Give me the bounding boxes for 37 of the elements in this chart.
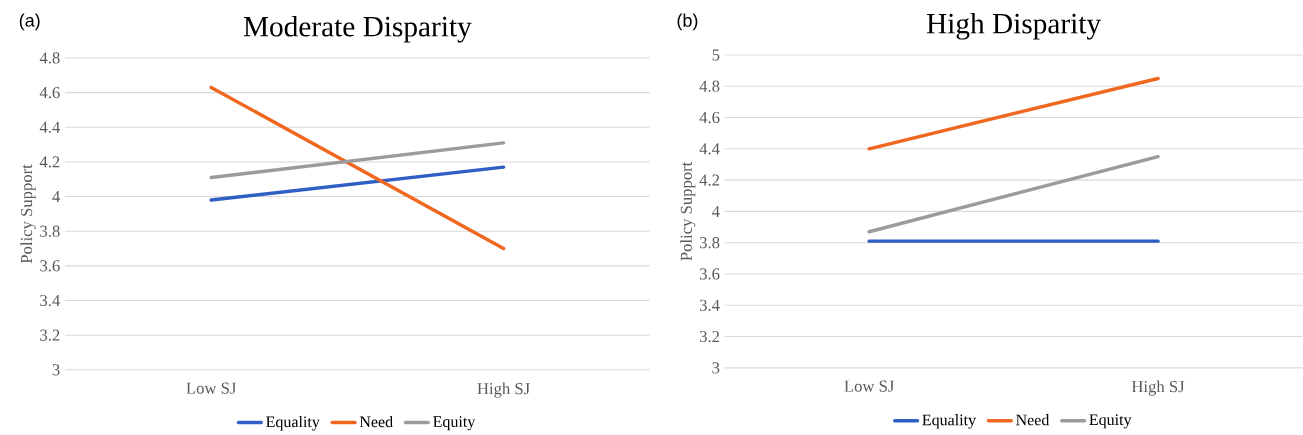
y-tick-label: 4.8: [699, 80, 720, 93]
y-axis-title: Policy Support: [20, 164, 36, 264]
legend-label: Equality: [266, 416, 320, 431]
y-tick-label: 3.6: [699, 268, 720, 280]
y-tick-label: 3.2: [40, 329, 60, 341]
x-tick-label: Low SJ: [186, 382, 237, 394]
y-tick-label: 4.8: [39, 52, 60, 64]
legend-label: Need: [1016, 414, 1050, 426]
y-tick-label: 3.4: [699, 299, 720, 311]
y-axis-title: Policy Support: [680, 161, 696, 261]
y-tick-label: 4.2: [699, 174, 720, 186]
chart-title: High Disparity: [926, 13, 1101, 40]
y-tick-label: 3.8: [40, 225, 60, 237]
legend-label: Equity: [1089, 414, 1132, 429]
legend-label: Equality: [922, 414, 977, 429]
y-tick-label: 4: [52, 191, 61, 203]
y-tick-label: 4.6: [699, 112, 720, 124]
y-tick-label: 4.6: [39, 87, 60, 99]
x-tick-label: Low SJ: [844, 380, 894, 392]
y-tick-label: 5: [712, 49, 720, 61]
y-tick-label: 3.4: [40, 294, 61, 307]
text: (b): [677, 13, 698, 31]
y-tick-label: 3: [52, 364, 60, 376]
x-tick-label: High SJ: [477, 382, 530, 398]
y-tick-label: 3.8: [699, 237, 720, 249]
y-tick-label: 4.4: [39, 121, 61, 133]
y-tick-label: 4.2: [39, 156, 60, 168]
x-tick-label: High SJ: [1131, 380, 1185, 396]
y-tick-label: 3: [712, 362, 720, 374]
text: (a): [19, 13, 40, 31]
legend-label: Need: [359, 416, 393, 428]
chart-title: Moderate Disparity: [243, 16, 472, 43]
legend-label: Equity: [433, 416, 476, 431]
y-tick-label: 3.2: [699, 331, 720, 343]
y-tick-label: 3.6: [40, 260, 60, 272]
y-tick-label: 4.4: [699, 143, 720, 155]
y-tick-label: 4: [712, 206, 720, 217]
